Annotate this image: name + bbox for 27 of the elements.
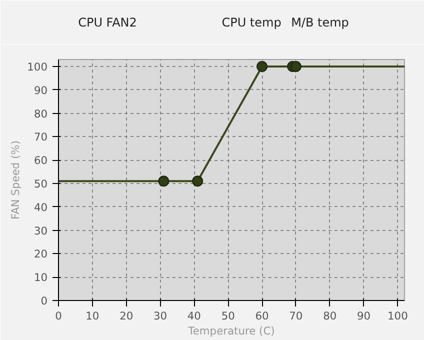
x-tick-label: 40 <box>187 310 202 322</box>
x-tick-label: 70 <box>289 310 303 322</box>
y-tick-label: 70 <box>34 130 48 144</box>
y-tick-label: 80 <box>34 107 48 120</box>
y-tick-label: 40 <box>34 200 48 214</box>
text: M/B temp <box>291 16 349 30</box>
y-tick-label: 30 <box>34 224 48 238</box>
x-tick-label: 10 <box>86 310 100 322</box>
y-tick-label: 0 <box>40 294 48 308</box>
y-tick-label: 50 <box>34 178 48 191</box>
y-tick-label: 60 <box>34 154 48 168</box>
x-tick-label: 0 <box>55 310 62 322</box>
y-tick-label: 90 <box>34 84 48 97</box>
text: CPU FAN2 <box>78 16 137 30</box>
x-tick-label: 50 <box>221 310 236 322</box>
x-tick-label: 30 <box>153 310 168 322</box>
x-axis-title: Temperature (C) <box>187 324 275 338</box>
y-tick-label: 10 <box>34 271 48 284</box>
x-tick-label: 60 <box>255 310 270 322</box>
x-tick-label: 90 <box>357 310 371 322</box>
x-tick-label: 100 <box>388 310 408 322</box>
x-tick-label: 20 <box>120 310 134 322</box>
y-tick-label: 100 <box>27 60 48 74</box>
y-axis-title: FAN Speed (%) <box>9 140 22 220</box>
y-tick-label: 20 <box>34 248 48 261</box>
x-tick-label: 80 <box>323 310 337 322</box>
text: CPU temp <box>222 16 282 30</box>
